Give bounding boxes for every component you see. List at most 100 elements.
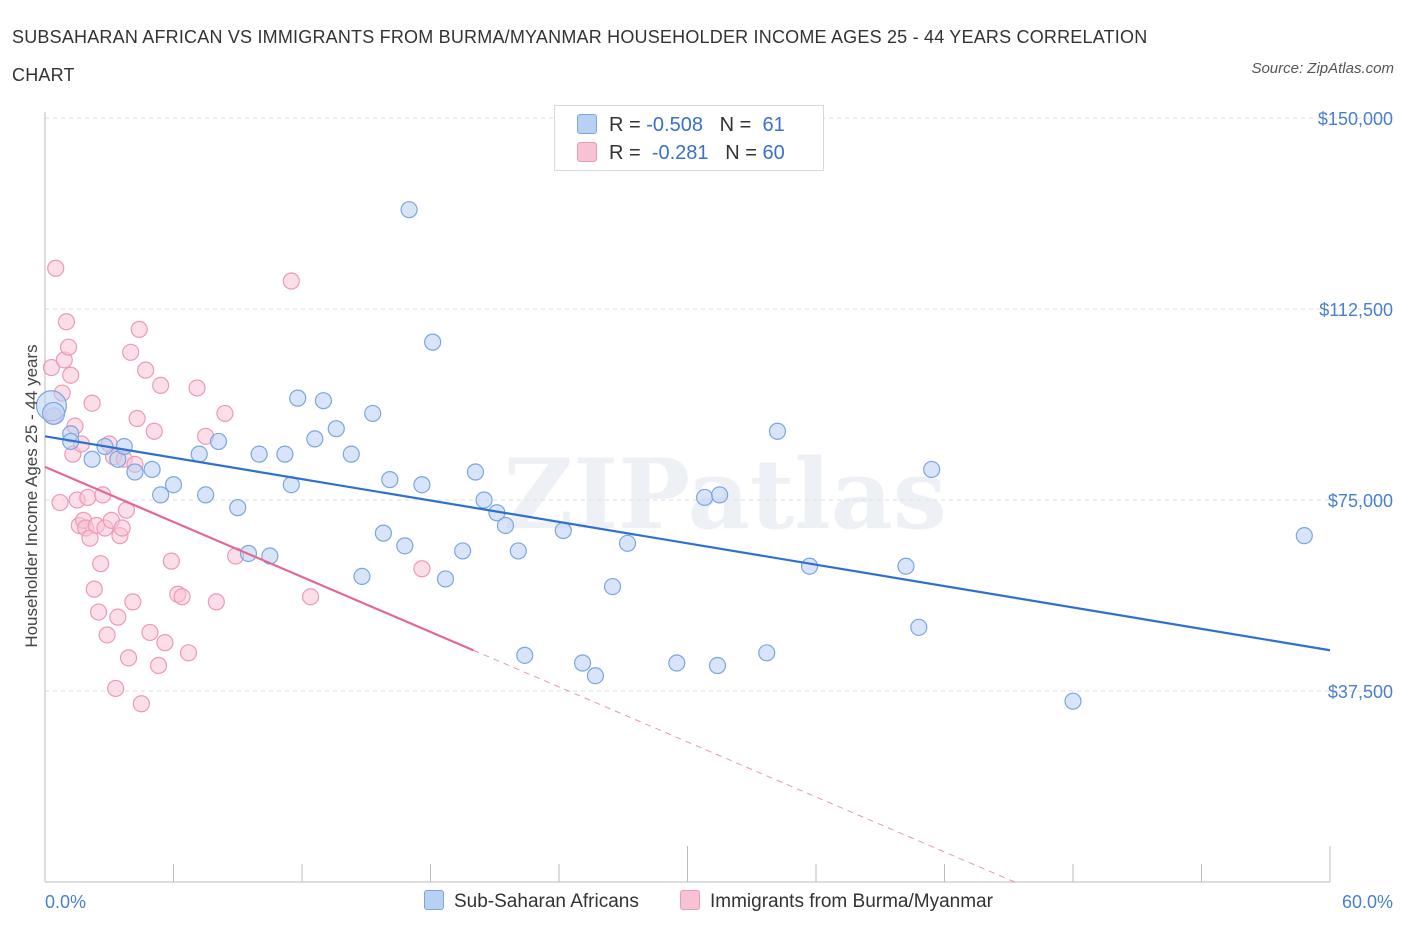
burma-point-0 — [42, 358, 61, 377]
burma-point-45 — [149, 656, 168, 675]
axes — [44, 112, 1331, 883]
burma-point-30 — [109, 608, 127, 626]
subsaharan-point-30 — [396, 537, 414, 555]
subsaharan-point-40 — [509, 542, 527, 560]
legend-swatch-blue — [577, 114, 597, 134]
subsaharan-point-48 — [696, 488, 714, 507]
y-tick-labels: $37,500 $75,000 $112,500 $150,000 — [1318, 109, 1393, 702]
legend-row-burma: R = -0.281 N = 60 — [577, 142, 785, 166]
subsaharan-point-25 — [342, 445, 360, 463]
burma-point-7 — [59, 338, 78, 356]
subsaharan-point-4 — [83, 450, 101, 468]
subsaharan-point-43 — [573, 654, 592, 672]
subsaharan-point-54 — [897, 557, 915, 575]
source-credit: Source: ZipAtlas.com — [1251, 60, 1394, 77]
subsaharan-point-33 — [424, 333, 442, 351]
subsaharan-point-1 — [41, 401, 66, 426]
subsaharan-point-7 — [115, 437, 133, 456]
burma-point-41 — [132, 695, 150, 713]
burma-point-39 — [128, 409, 146, 428]
y-tick-label-0: $37,500 — [1328, 682, 1393, 702]
burma-myanmar-points — [42, 259, 431, 713]
trend-lines — [44, 435, 1331, 883]
chart-title: SUBSAHARAN AFRICAN VS IMMIGRANTS FROM BU… — [12, 27, 1148, 85]
subsaharan-point-31 — [400, 201, 418, 219]
subsaharan-point-47 — [668, 654, 686, 672]
subsaharan-point-15 — [229, 499, 247, 517]
subsaharan-point-27 — [364, 404, 382, 423]
subsaharan-point-22 — [306, 430, 324, 448]
burma-point-48 — [162, 552, 180, 570]
subsaharan-point-46 — [618, 534, 637, 552]
x-tick-min: 0.0% — [45, 892, 86, 912]
burma-point-2 — [47, 259, 65, 277]
burma-point-32 — [113, 519, 131, 537]
subsaharan-point-55 — [910, 618, 928, 636]
y-tick-label-2: $112,500 — [1319, 300, 1393, 320]
burma-point-6 — [57, 313, 76, 331]
subsaharan-point-12 — [190, 445, 208, 463]
grid-lines — [45, 117, 1392, 692]
y-axis-label: Householder Income Ages 25 - 44 years — [22, 344, 41, 647]
burma-point-50 — [173, 588, 191, 606]
subsaharan-point-32 — [413, 476, 431, 494]
subsaharan-point-29 — [381, 471, 399, 489]
bottom-swatch-pink — [680, 890, 700, 910]
bottom-legend-burma: Immigrants from Burma/Myanmar — [680, 890, 993, 913]
subsaharan-point-35 — [454, 542, 472, 560]
burma-point-37 — [124, 593, 142, 611]
burma-point-54 — [207, 593, 225, 611]
burma-trend-line — [44, 465, 474, 652]
burma-point-36 — [122, 343, 140, 361]
burma-point-35 — [119, 649, 138, 667]
subsaharan-point-36 — [466, 463, 485, 481]
subsaharan-point-19 — [276, 445, 294, 463]
subsaharan-point-11 — [164, 476, 183, 494]
burma-point-18 — [83, 394, 101, 412]
burma-point-3 — [51, 493, 69, 512]
burma-point-47 — [156, 634, 174, 652]
burma-point-42 — [137, 361, 155, 379]
subsaharan-point-58 — [1295, 527, 1313, 545]
subsaharan-point-8 — [126, 463, 144, 481]
burma-point-52 — [188, 379, 206, 397]
subsaharan-point-41 — [516, 646, 534, 664]
burma-point-21 — [89, 603, 108, 621]
subsaharan-point-56 — [923, 460, 941, 479]
burma-point-43 — [141, 623, 159, 642]
bottom-legend-subsaharan: Sub-Saharan Africans — [424, 890, 639, 913]
subsaharan-point-34 — [436, 570, 455, 588]
legend-row-subsaharan: R = -0.508 N = 61 — [577, 114, 785, 138]
subsaharan-point-53 — [800, 557, 819, 575]
subsaharan-point-24 — [327, 420, 345, 438]
x-tick-max: 60.0% — [1342, 892, 1393, 912]
burma-point-51 — [179, 644, 198, 662]
burma-point-22 — [92, 555, 110, 573]
stats-legend: R = -0.508 N = 61 R = -0.281 N = 60 — [554, 105, 824, 171]
burma-point-44 — [145, 422, 163, 440]
burma-point-40 — [130, 320, 148, 338]
subsaharan-point-39 — [496, 516, 515, 535]
subsaharan-point-49 — [708, 656, 727, 675]
subsaharan-point-52 — [768, 422, 787, 440]
burma-point-29 — [107, 679, 125, 698]
burma-point-8 — [62, 366, 80, 384]
burma-point-59 — [413, 560, 431, 578]
subsaharan-point-42 — [554, 521, 572, 540]
y-tick-label-3: $150,000 — [1318, 109, 1393, 129]
burma-point-25 — [98, 626, 116, 644]
subsaharan-point-50 — [711, 486, 729, 504]
subsaharan-point-13 — [197, 486, 215, 504]
burma-point-19 — [85, 580, 103, 598]
bottom-swatch-blue — [424, 890, 444, 910]
burma-point-58 — [301, 588, 320, 606]
subsaharan-point-21 — [289, 389, 307, 407]
subsaharan-point-57 — [1064, 692, 1082, 710]
subsaharan-point-10 — [152, 486, 170, 504]
y-tick-label-1: $75,000 — [1328, 491, 1393, 511]
subsaharan-point-28 — [374, 524, 392, 542]
subsaharan-point-9 — [143, 460, 161, 479]
subsaharan-point-17 — [250, 445, 268, 463]
subsaharan-point-26 — [353, 567, 371, 586]
